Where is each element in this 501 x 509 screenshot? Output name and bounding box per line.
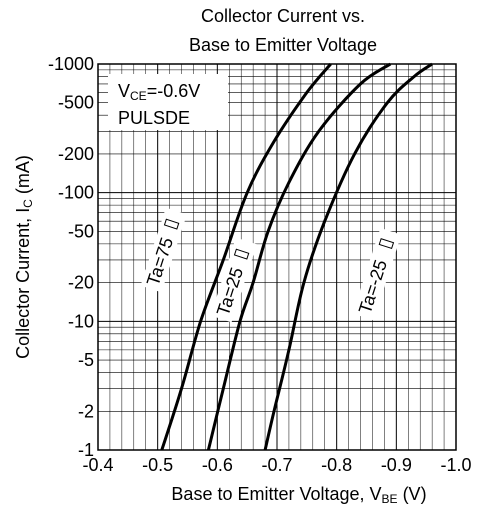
annotation-background (108, 74, 228, 130)
y-axis-label-sub: C (21, 199, 35, 208)
y-axis-label-main: Collector Current, I (13, 208, 33, 359)
chart-title-line-2: Base to Emitter Voltage (189, 35, 377, 55)
y-tick-label: -20 (68, 273, 94, 293)
degree-symbol-box-icon (163, 218, 180, 230)
x-tick-label: -1.0 (440, 455, 471, 475)
series-line-0 (160, 63, 332, 451)
x-tick-label: -0.4 (82, 455, 113, 475)
y-axis-ticks: -1000 -500 -200 -100 -50 -20 -10 -5 -2 -1 (48, 54, 94, 460)
degree-symbol-box-icon (233, 248, 250, 260)
curve-label-ta-minus25-text: Ta=-25 (355, 257, 391, 316)
chart-title: Collector Current vs. Base to Emitter Vo… (189, 6, 377, 55)
annotation-pulsde: PULSDE (118, 108, 190, 128)
y-tick-label: -100 (58, 183, 94, 203)
y-tick-label: -50 (68, 221, 94, 241)
x-tick-label: -0.7 (261, 455, 292, 475)
x-axis-ticks: -0.4 -0.5 -0.6 -0.7 -0.8 -0.9 -1.0 (82, 455, 471, 475)
annotation-vce-sub: CE (130, 89, 147, 103)
x-tick-label: -0.6 (202, 455, 233, 475)
curves (160, 62, 433, 451)
y-tick-label: -5 (78, 350, 94, 370)
curve-label-ta-minus25-bg (352, 227, 402, 321)
curve-label-ta75-text: Ta=75 (143, 235, 177, 288)
x-axis-label-sub: BE (382, 492, 398, 506)
annotation-vce-value: =-0.6V (147, 81, 201, 101)
degree-symbol-box-icon (378, 238, 395, 250)
y-tick-label: -500 (58, 93, 94, 113)
curve-label-ta-minus25: Ta=-25 (352, 227, 402, 321)
conditions-annotation: VCE=-0.6V PULSDE (108, 74, 228, 130)
curve-label-ta75: Ta=75 (140, 207, 187, 293)
x-tick-label: -0.8 (321, 455, 352, 475)
annotation-vce-main: V (118, 81, 130, 101)
y-tick-label: -10 (68, 311, 94, 331)
x-tick-label: -0.5 (142, 455, 173, 475)
y-axis-label: Collector Current, IC (mA) (13, 155, 35, 359)
x-axis-label-unit: (V) (398, 484, 427, 504)
y-axis-label-unit: (mA) (13, 155, 33, 199)
chart-title-line-1: Collector Current vs. (201, 6, 365, 26)
plot-frame (97, 63, 457, 451)
x-axis-label: Base to Emitter Voltage, VBE (V) (171, 484, 426, 506)
series-line-2 (263, 62, 433, 451)
y-tick-label: -1 (78, 440, 94, 460)
x-axis-label-main: Base to Emitter Voltage, V (171, 484, 381, 504)
annotation-vce: VCE=-0.6V (118, 81, 200, 103)
y-tick-label: -1000 (48, 54, 94, 74)
x-tick-label: -0.9 (381, 455, 412, 475)
series-line-1 (206, 62, 392, 451)
y-tick-label: -200 (58, 144, 94, 164)
y-tick-label: -2 (78, 401, 94, 421)
